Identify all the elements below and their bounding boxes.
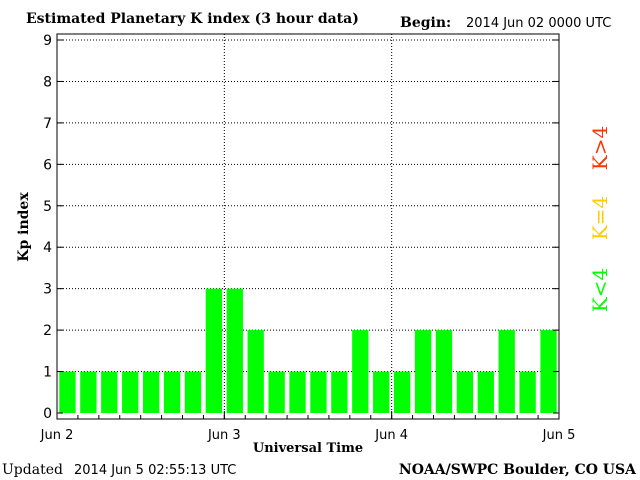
y-tick-label: 3 (43, 282, 52, 298)
kp-bar (268, 371, 285, 413)
plot-area (56, 33, 560, 420)
y-tick-label: 4 (43, 240, 52, 256)
x-tick-label: Jun 2 (40, 428, 74, 443)
legend: K<4 K=4 K>4 (588, 126, 612, 312)
updated-label: Updated (2, 462, 63, 478)
x-tick-label: Jun 4 (374, 428, 408, 443)
y-tick-label: 2 (43, 323, 52, 339)
kp-bar (205, 288, 223, 413)
kp-bar (393, 371, 411, 413)
kp-bar (519, 371, 536, 413)
y-tick-label: 0 (43, 406, 52, 422)
y-tick-label: 6 (43, 157, 52, 173)
legend-item: K>4 (588, 126, 612, 170)
x-tick-label: Jun 5 (542, 428, 576, 443)
kp-bar (163, 371, 181, 413)
kp-bar (310, 371, 327, 413)
y-tick-label: 7 (43, 116, 52, 132)
begin-value: 2014 Jun 02 0000 UTC (466, 16, 611, 31)
legend-item: K<4 (588, 268, 612, 312)
kp-bar (435, 330, 453, 413)
y-tick-label: 9 (43, 33, 52, 49)
kp-bar (498, 330, 515, 413)
x-axis: Jun 2 Jun 3 Jun 4 Jun 5 (40, 411, 576, 443)
x-axis-label: Universal Time (253, 441, 363, 456)
kp-bar (226, 288, 243, 413)
kp-bar (122, 371, 139, 413)
x-tick-label: Jun 3 (207, 428, 241, 443)
y-axis-label: Kp index (16, 192, 32, 262)
kp-bar (540, 330, 557, 413)
y-axis: 0 1 2 3 4 5 6 7 8 9 (43, 33, 559, 422)
y-tick-label: 5 (43, 199, 52, 215)
bars (59, 288, 557, 413)
kp-bar (477, 371, 494, 413)
source-credit: NOAA/SWPC Boulder, CO USA (399, 462, 637, 478)
kp-bar (184, 371, 202, 413)
kp-bar (456, 371, 474, 413)
kp-bar (247, 330, 264, 413)
kp-bar (101, 371, 118, 413)
kp-bar (373, 371, 390, 413)
kp-bar (59, 371, 76, 413)
kp-bar (414, 330, 432, 413)
kp-bar (289, 371, 306, 413)
kp-bar (80, 371, 97, 413)
kp-bar (331, 371, 348, 413)
kp-bar (352, 330, 369, 413)
grid (57, 34, 559, 419)
begin-label: Begin: (400, 15, 451, 31)
legend-item: K=4 (588, 196, 612, 240)
chart-title: Estimated Planetary K index (3 hour data… (26, 11, 359, 27)
y-tick-label: 8 (43, 74, 52, 90)
updated-value: 2014 Jun 5 02:55:13 UTC (74, 463, 236, 478)
kp-bar (142, 371, 160, 413)
y-tick-label: 1 (43, 365, 52, 381)
